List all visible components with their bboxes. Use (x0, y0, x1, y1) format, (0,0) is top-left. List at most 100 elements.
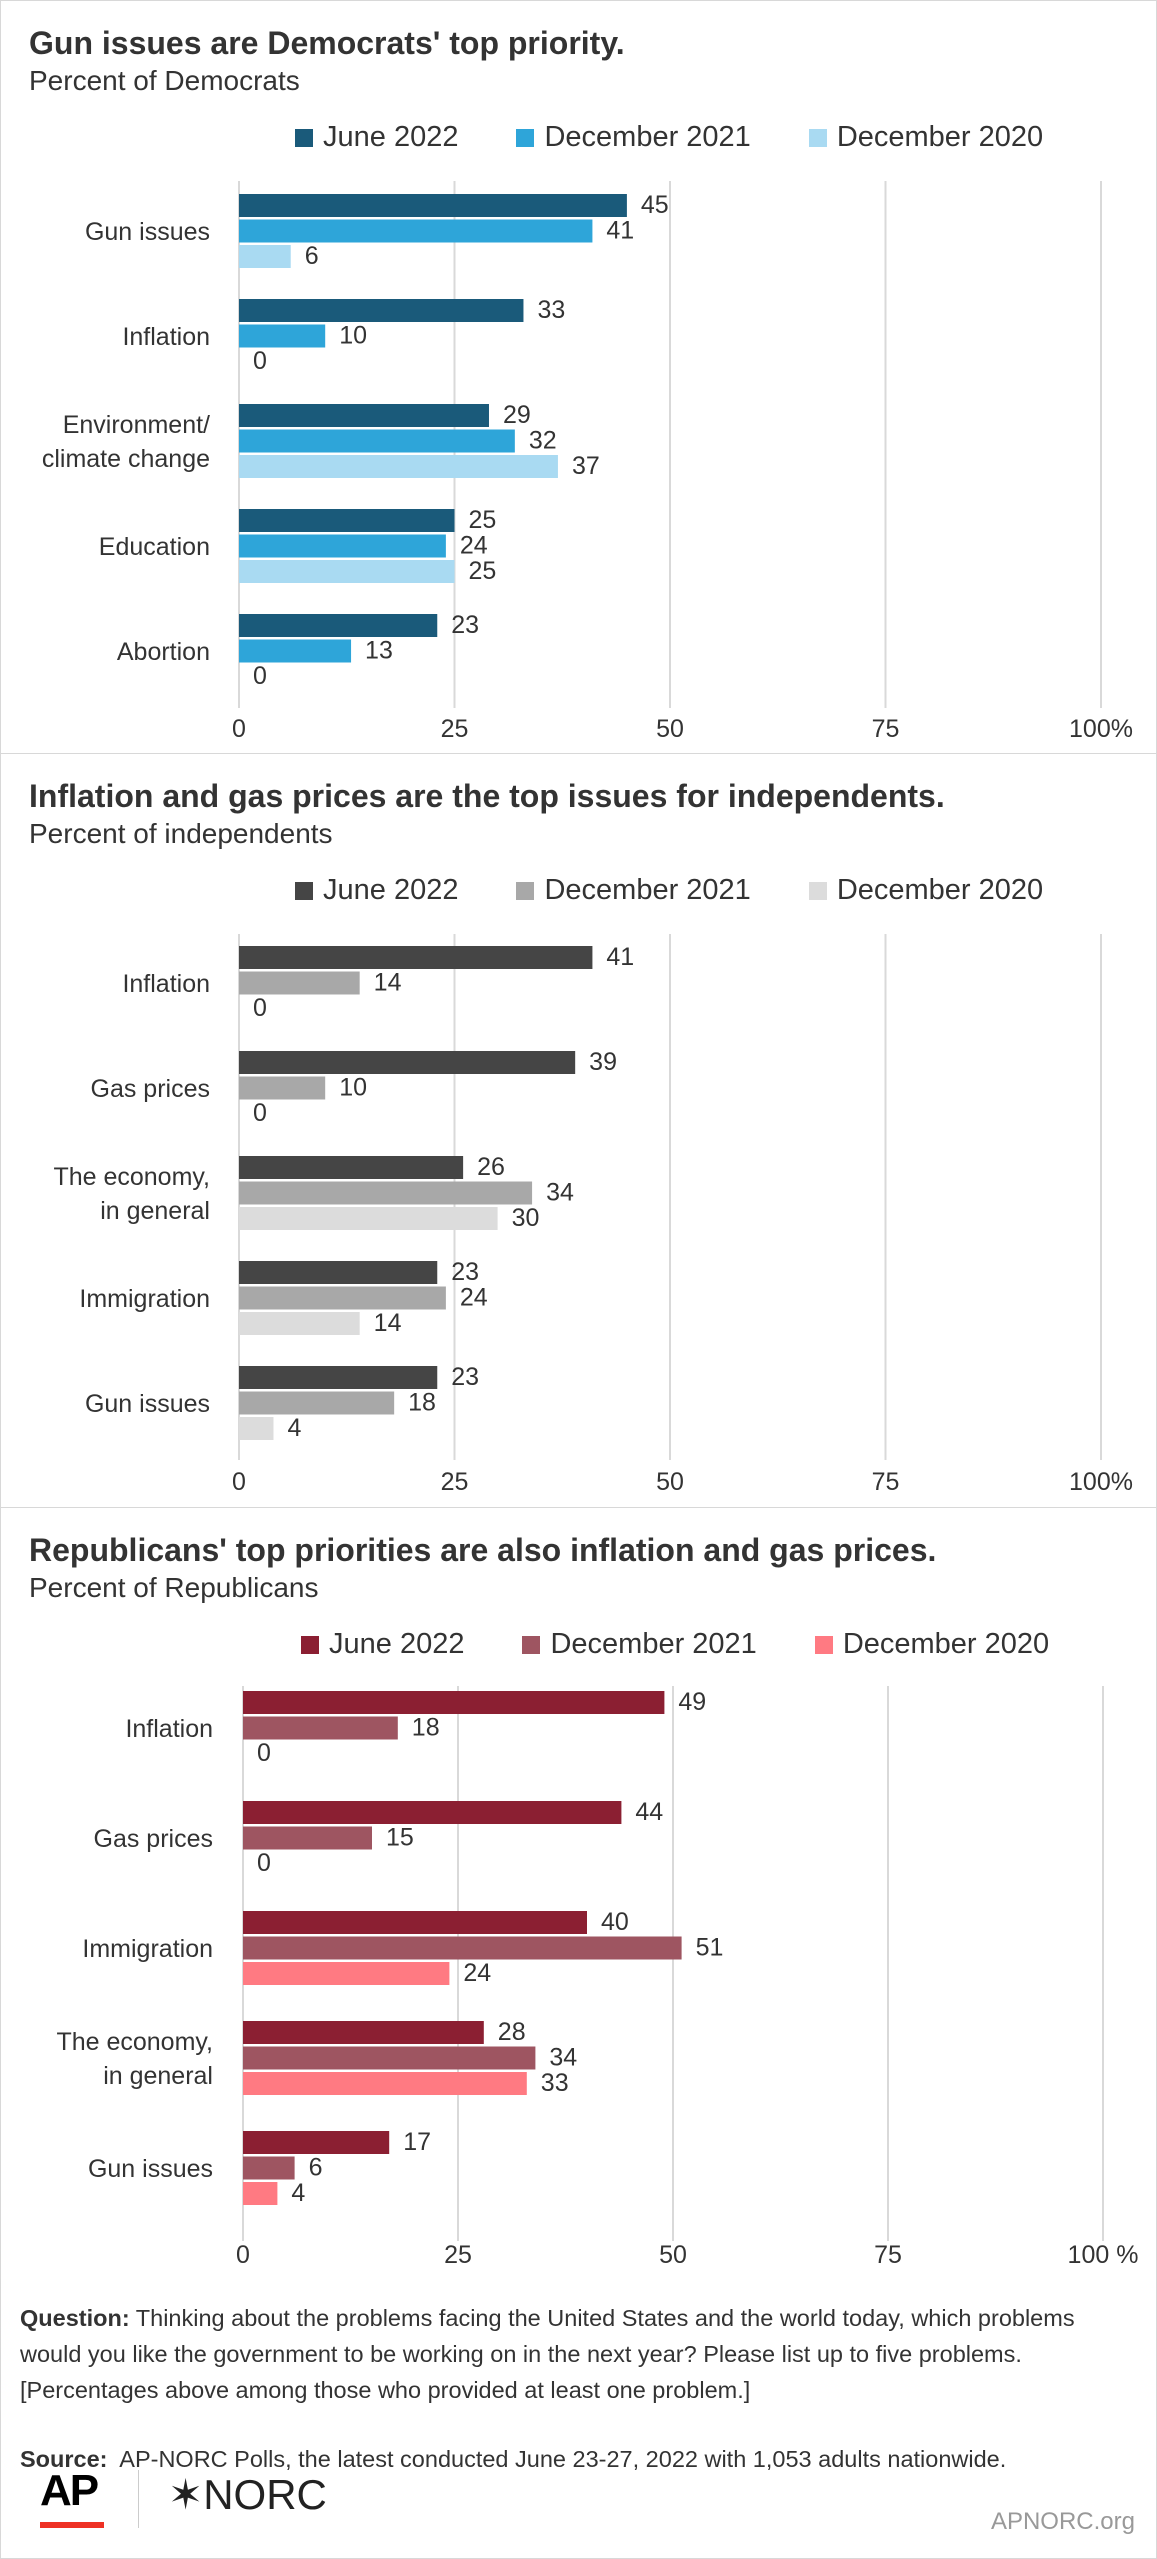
source-text: AP-NORC Polls, the latest conducted June… (119, 2446, 1007, 2472)
chart-panel-independents: Inflation and gas prices are the top iss… (0, 753, 1157, 1508)
bar (243, 1691, 665, 1714)
legend-swatch (522, 1635, 541, 1654)
x-tick-label: 100% (1069, 715, 1133, 743)
x-tick-label: 100% (1069, 1468, 1133, 1496)
bar (239, 614, 438, 637)
chart-subtitle: Percent of Republicans (29, 1572, 319, 1603)
data-label: 29 (503, 401, 531, 429)
legend-label: December 2020 (836, 121, 1044, 153)
data-label: 51 (696, 1934, 724, 1962)
data-label: 25 (469, 506, 497, 534)
data-label: 41 (606, 217, 634, 245)
data-label: 13 (365, 637, 393, 665)
chart-panel-democrats: Gun issues are Democrats' top priority. … (0, 0, 1157, 754)
category-label: The economy, in general (53, 1163, 210, 1225)
data-label: 39 (589, 1048, 617, 1076)
chart-legend: June 2022 December 2021 December 2020 (295, 874, 1101, 907)
ap-logo: AP (40, 2466, 99, 2515)
bar (239, 194, 627, 217)
data-label: 23 (451, 1363, 479, 1391)
legend-label: December 2021 (544, 121, 751, 153)
data-label: 28 (498, 2018, 526, 2046)
x-tick-label: 75 (872, 1468, 900, 1496)
bar (243, 1826, 372, 1850)
category-label: Immigration (79, 1285, 210, 1313)
chart-title: Republicans' top priorities are also inf… (29, 1532, 937, 1568)
category-label: Education (99, 533, 210, 561)
x-tick-label: 25 (441, 1468, 469, 1496)
category-label: Gun issues (85, 218, 210, 246)
source-label: Source: (20, 2446, 108, 2472)
data-label: 0 (257, 1739, 271, 1767)
bar (239, 639, 352, 663)
bar (239, 946, 593, 969)
category-label: Immigration (82, 1935, 213, 1963)
bar (239, 1391, 395, 1415)
legend-swatch (808, 128, 827, 147)
x-tick-label: 0 (232, 715, 246, 743)
data-label: 6 (305, 242, 319, 270)
bar (239, 1261, 438, 1284)
legend-label: June 2022 (329, 1628, 465, 1660)
bar (239, 1181, 533, 1205)
bar (243, 1936, 682, 1960)
legend-item-june-2022: June 2022 (301, 1628, 464, 1661)
data-label: 4 (287, 1414, 301, 1442)
bar-chart-independents: 0 25 50 75 100% Inflation 41 14 0 Gas prices 39 10 0… (53, 934, 1133, 1496)
bar (239, 1366, 438, 1389)
bar (243, 2156, 295, 2180)
x-tick-label: 25 (441, 715, 469, 743)
data-label: 41 (606, 943, 634, 971)
legend-swatch (516, 881, 535, 900)
data-label: 0 (253, 1099, 267, 1127)
data-label: 10 (339, 322, 367, 350)
bar (239, 1051, 576, 1074)
data-label: 18 (412, 1714, 440, 1742)
bar (239, 1207, 498, 1230)
bar (239, 455, 558, 478)
data-label: 44 (635, 1798, 663, 1826)
chart-legend: June 2022 December 2021 December 2020 (295, 121, 1101, 154)
data-label: 26 (477, 1153, 505, 1181)
legend-label: December 2020 (842, 1628, 1050, 1660)
data-label: 14 (374, 969, 402, 997)
data-label: 18 (408, 1389, 436, 1417)
x-tick-label: 75 (874, 2241, 902, 2269)
bar (243, 1801, 622, 1824)
x-tick-label: 0 (236, 2241, 250, 2269)
bar (239, 245, 291, 268)
data-label: 0 (253, 994, 267, 1022)
bar (239, 299, 524, 322)
legend-item-december-2021: December 2021 (522, 1628, 757, 1661)
data-label: 23 (451, 1258, 479, 1286)
data-label: 0 (253, 347, 267, 375)
legend-label: December 2021 (544, 874, 751, 906)
site-credit: APNORC.org (990, 2508, 1135, 2535)
data-label: 0 (257, 1849, 271, 1877)
bar-chart-republicans: 0 25 50 75 100 % Inflation 49 18 0 Gas prices 44 15… (56, 1686, 1138, 2269)
data-label: 24 (460, 532, 488, 560)
bar (239, 560, 455, 583)
legend-item-december-2021: December 2021 (516, 874, 751, 907)
bar (243, 2046, 536, 2070)
bar (239, 429, 515, 453)
data-label: 15 (386, 1824, 414, 1852)
legend-swatch (295, 881, 313, 900)
chart-panel-republicans: Republicans' top priorities are also inf… (0, 1507, 1157, 2297)
legend-swatch (808, 881, 827, 900)
chart-title: Gun issues are Democrats' top priority. (29, 25, 625, 61)
legend-label: June 2022 (323, 121, 459, 153)
category-label: Inflation (122, 970, 210, 998)
bar (243, 2021, 484, 2044)
bar (239, 1286, 446, 1310)
x-tick-label: 50 (656, 715, 684, 743)
data-label: 33 (541, 2069, 569, 2097)
data-label: 24 (463, 1959, 491, 1987)
data-label: 14 (374, 1309, 402, 1337)
data-label: 0 (253, 662, 267, 690)
category-label: Gas prices (94, 1825, 213, 1853)
bar (243, 2072, 527, 2095)
chart-subtitle: Percent of independents (29, 818, 333, 849)
data-label: 33 (537, 296, 565, 324)
